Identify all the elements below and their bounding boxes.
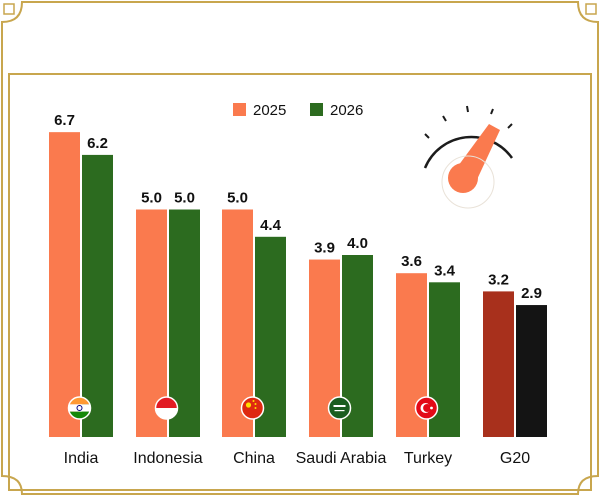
value-label-saudi-arabia-2026: 4.0 <box>347 235 368 252</box>
category-label-china: China <box>233 450 275 467</box>
value-label-indonesia-2026: 5.0 <box>174 190 195 207</box>
china-flag-icon <box>240 396 265 420</box>
value-label-india-2026: 6.2 <box>87 135 108 152</box>
value-label-g20-2026: 2.9 <box>521 285 542 302</box>
category-label-saudi-arabia: Saudi Arabia <box>296 450 387 467</box>
value-label-saudi-arabia-2025: 3.9 <box>314 240 335 257</box>
bar-g20-2026 <box>516 305 547 437</box>
speedometer-icon <box>423 105 514 209</box>
legend-swatch-2026 <box>310 103 323 116</box>
category-label-india: India <box>64 450 99 467</box>
value-label-turkey-2026: 3.4 <box>434 262 456 279</box>
category-label-turkey: Turkey <box>404 450 452 467</box>
value-label-g20-2025: 3.2 <box>488 271 509 288</box>
saudi-arabia-flag-icon <box>327 396 352 420</box>
value-label-china-2026: 4.4 <box>260 217 282 234</box>
category-label-indonesia: Indonesia <box>133 450 202 467</box>
category-label-g20: G20 <box>500 450 530 467</box>
value-label-china-2025: 5.0 <box>227 190 248 207</box>
chart-panel-border <box>8 73 592 491</box>
indonesia-flag-icon <box>154 396 179 420</box>
india-flag-icon <box>67 396 92 420</box>
bar-g20-2025 <box>483 291 514 437</box>
bars-group: 6.7 6.2 India 5.0 5.0 Indonesia 5.0 4.4 China 3.9… <box>49 112 547 467</box>
legend-label-2026: 2026 <box>330 102 363 119</box>
bar-india-2025 <box>49 132 80 437</box>
legend: 2025 2026 <box>233 102 363 119</box>
bar-india-2026 <box>82 154 113 437</box>
value-label-indonesia-2025: 5.0 <box>141 190 162 207</box>
legend-label-2025: 2025 <box>253 102 286 119</box>
value-label-india-2025: 6.7 <box>54 112 75 129</box>
turkey-flag-icon <box>414 396 439 420</box>
frame-corner-ornaments <box>3 3 597 15</box>
legend-swatch-2025 <box>233 103 246 116</box>
bar-indonesia-2026 <box>169 209 200 437</box>
value-label-turkey-2025: 3.6 <box>401 253 422 270</box>
